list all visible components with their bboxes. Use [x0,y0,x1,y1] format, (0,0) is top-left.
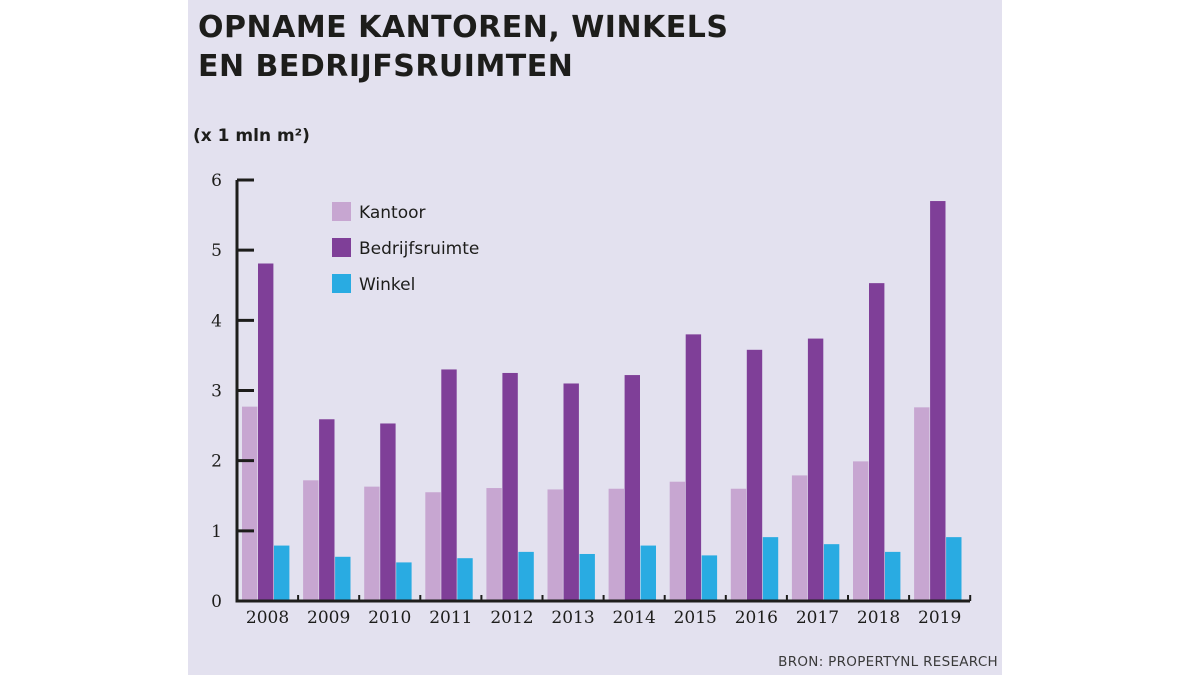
bar-kantoor-2016 [730,488,747,601]
x-tick-label-2011: 2011 [429,608,472,628]
y-tick-label-4: 4 [211,311,222,331]
bar-bedrijfsruimte-2013 [563,383,579,601]
bar-winkel-2014 [640,545,656,601]
bar-kantoor-2017 [791,475,808,601]
x-tick-label-2008: 2008 [246,608,289,628]
bar-winkel-2012 [518,551,534,601]
bar-winkel-2011 [457,558,473,601]
bar-kantoor-2014 [608,488,624,601]
bar-kantoor-2013 [547,489,563,601]
legend-label-kantoor: Kantoor [359,203,426,223]
bar-bedrijfsruimte-2018 [869,283,885,601]
x-tick-label-2010: 2010 [368,608,411,628]
bar-kantoor-2015 [669,481,686,601]
x-tick-label-2017: 2017 [796,608,839,628]
bar-winkel-2013 [579,553,595,601]
bar-bedrijfsruimte-2010 [380,423,396,601]
axes-layer: 0 1 2 3 4 5 6 2008 2009 2010 2011 2012 2013 2014 2015 2… [211,171,972,628]
bar-bedrijfsruimte-2016 [746,349,763,601]
chart-title: OPNAME KANTOREN, WINKELS EN BEDRIJFSRUIMT… [198,8,729,86]
legend-swatch-kantoor [332,202,351,221]
bar-kantoor-2012 [486,488,502,601]
legend-swatch-winkel [332,274,351,293]
bar-winkel-2018 [885,551,901,601]
bar-kantoor-2019 [914,407,930,601]
chart-title-text: OPNAME KANTOREN, WINKELS EN BEDRIJFSRUIMT… [198,10,729,84]
legend-label-winkel: Winkel [359,275,415,295]
x-tick-label-2015: 2015 [674,608,717,628]
bar-bedrijfsruimte-2019 [930,201,946,602]
legend-label-bedrijfsruimte: Bedrijfsruimte [359,239,479,259]
bar-kantoor-2018 [853,461,869,601]
bar-winkel-2010 [396,562,412,601]
bar-winkel-2019 [946,537,962,601]
x-tick-label-2019: 2019 [918,608,961,628]
legend: Kantoor Bedrijfsruimte Winkel [332,202,479,295]
y-tick-label-5: 5 [211,241,222,261]
bar-bedrijfsruimte-2014 [624,375,640,601]
x-tick-label-2009: 2009 [307,608,350,628]
x-tick-label-2016: 2016 [735,608,778,628]
legend-swatch-bedrijfsruimte [332,238,351,257]
y-tick-label-0: 0 [211,592,222,612]
y-tick-label-1: 1 [211,522,222,542]
y-tick-label-6: 6 [211,171,222,191]
bar-winkel-2016 [762,537,779,601]
x-tick-label-2012: 2012 [490,608,533,628]
bar-kantoor-2010 [364,486,380,601]
bar-bedrijfsruimte-2015 [685,334,702,601]
bar-winkel-2009 [335,556,351,601]
bar-kantoor-2009 [303,480,319,601]
bar-kantoor-2011 [425,492,441,601]
bar-winkel-2015 [701,555,718,601]
y-tick-label-3: 3 [211,382,222,402]
bar-bedrijfsruimte-2008 [258,263,274,601]
x-tick-label-2014: 2014 [613,608,656,628]
bar-winkel-2017 [823,544,840,601]
bar-bedrijfsruimte-2009 [319,419,335,601]
bar-kantoor-2008 [242,406,258,601]
bar-bedrijfsruimte-2012 [502,372,518,601]
y-tick-label-2: 2 [211,452,222,472]
x-tick-label-2013: 2013 [551,608,594,628]
bars-layer [242,201,962,602]
x-tick-label-2018: 2018 [857,608,900,628]
source-note: BRON: PROPERTYNL RESEARCH [778,654,998,670]
y-axis-unit-label: (x 1 mln m²) [193,126,310,146]
bar-bedrijfsruimte-2017 [807,338,824,601]
bar-winkel-2008 [274,545,290,601]
bar-bedrijfsruimte-2011 [441,369,457,601]
